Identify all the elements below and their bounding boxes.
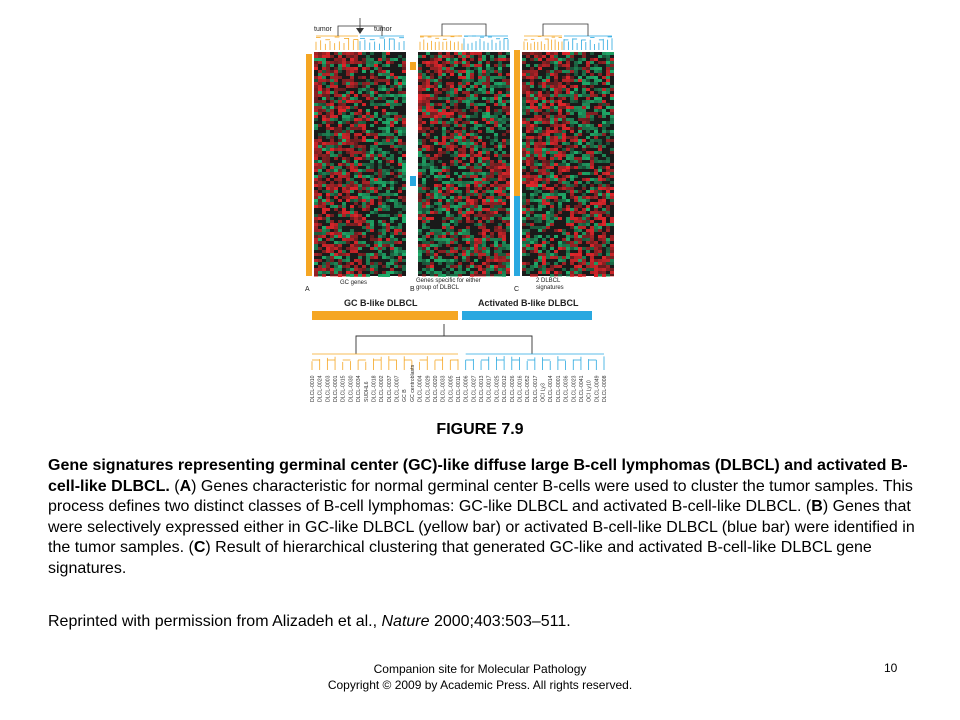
sample-label: DLCL-0008 bbox=[602, 375, 608, 402]
panel-a-caption: GC genes bbox=[340, 280, 368, 286]
sample-label: SUDHL6 bbox=[364, 381, 370, 402]
panel-a-side-bar bbox=[306, 54, 312, 276]
sample-label: DLCL-0017 bbox=[487, 375, 493, 402]
sample-label: DLCL-0003 bbox=[325, 375, 331, 402]
panel-b-letter: B bbox=[410, 286, 415, 293]
heatmap-panel-3 bbox=[522, 52, 614, 277]
sample-label: DLCL-0026 bbox=[510, 375, 516, 402]
panel-b-side-bar-yellow bbox=[410, 62, 416, 70]
panel-c-letter: C bbox=[514, 286, 520, 293]
sample-label: DLCL-0033 bbox=[441, 375, 447, 402]
sample-label: DLCL-0049 bbox=[594, 375, 600, 402]
sample-label: DLCL-0015 bbox=[341, 375, 347, 402]
heatmap-panel-1 bbox=[314, 52, 406, 277]
sample-label: DLCL-0006 bbox=[464, 375, 470, 402]
sample-label: DLCL-0005 bbox=[448, 375, 454, 402]
caption-letter-b: B bbox=[811, 498, 823, 515]
reprint-credit: Reprinted with permission from Alizadeh … bbox=[48, 613, 918, 631]
gc-class-label: GC B-like DLBCL bbox=[344, 298, 418, 308]
caption-part-a: ) Genes characteristic for normal germin… bbox=[48, 477, 913, 516]
panel-a-letter: A bbox=[305, 286, 310, 293]
sample-label: DLCL-0052 bbox=[525, 375, 531, 402]
sample-label: DLCL-0017 bbox=[533, 375, 539, 402]
sample-label: DLCL-0029 bbox=[425, 375, 431, 402]
heatmap-panels bbox=[314, 52, 614, 277]
heatmap-panel-2 bbox=[418, 52, 510, 277]
panel-c-side-bar-yellow bbox=[514, 50, 520, 196]
sample-label: DLCL-0001 bbox=[333, 375, 339, 402]
bottom-dendrogram bbox=[311, 324, 605, 370]
figure-graphic: DLCL-0010 DLCL-0024 DLCL-0003 DLCL-0001 DLCL… bbox=[306, 18, 614, 402]
sample-label: DLCL-0010 bbox=[310, 375, 316, 402]
page-number: 10 bbox=[884, 661, 898, 675]
sample-label: DLCL-0037 bbox=[387, 375, 393, 402]
sample-label: DLCL-0024 bbox=[318, 375, 324, 402]
activated-class-label: Activated B-like DLBCL bbox=[478, 298, 579, 308]
sample-label: DLCL-0007 bbox=[395, 375, 401, 402]
footer-line-2: Copyright © 2009 by Academic Press. All … bbox=[327, 678, 633, 692]
sample-label: DLCL-0001 bbox=[556, 375, 562, 402]
figure-caption: Gene signatures representing germinal ce… bbox=[48, 456, 918, 579]
reprint-before: Reprinted with permission from Alizadeh … bbox=[48, 613, 382, 630]
sample-label: DLCL-0034 bbox=[356, 375, 362, 402]
top-dendrograms bbox=[315, 18, 613, 50]
sample-label: DLCL-0004 bbox=[418, 375, 424, 402]
heatmap-figure: DLCL-0010 DLCL-0024 DLCL-0003 DLCL-0001 DLCL… bbox=[300, 14, 618, 406]
gc-class-bar bbox=[312, 311, 458, 320]
sample-label: DLCL-0014 bbox=[548, 375, 554, 402]
sample-label: GC B bbox=[402, 389, 408, 402]
sample-label: DLCL-0041 bbox=[579, 375, 585, 402]
activated-class-bar bbox=[462, 311, 592, 320]
sample-label: DLCL-0012 bbox=[502, 375, 508, 402]
sample-label: DLCL-0023 bbox=[571, 375, 577, 402]
sample-label: OCI Ly10 bbox=[587, 380, 593, 402]
sample-labels: DLCL-0010 DLCL-0024 DLCL-0003 DLCL-0001 DLCL… bbox=[310, 364, 608, 402]
panel-a-tumor-right: tumor bbox=[374, 26, 392, 33]
sample-label: OCI Ly3 bbox=[541, 383, 547, 402]
panel-c-side-bar-blue bbox=[514, 196, 520, 276]
caption-lead: Gene signatures representing germinal ce… bbox=[48, 457, 908, 495]
footer-line-1: Companion site for Molecular Pathology bbox=[373, 662, 587, 676]
panel-a-tumor-left: tumor bbox=[314, 26, 332, 33]
panel-b-side-bar-blue bbox=[410, 176, 416, 186]
caption-open-a: ( bbox=[169, 477, 180, 495]
sample-label: GC centroblasts bbox=[410, 364, 416, 402]
caption-letter-a: A bbox=[179, 477, 192, 495]
figure-title: FIGURE 7.9 bbox=[436, 421, 524, 438]
panel-b-caption: Genes specific for either group of DLBCL bbox=[416, 278, 481, 291]
sample-label: DLCL-0018 bbox=[371, 375, 377, 402]
sample-label: DLCL-0025 bbox=[494, 375, 500, 402]
sample-label: DLCL-0013 bbox=[479, 375, 485, 402]
sample-label: DLCL-0016 bbox=[517, 375, 523, 402]
caption-letter-c: C bbox=[193, 539, 206, 556]
sample-label: DLCL-0011 bbox=[456, 376, 462, 402]
caption-part-c: ) Result of hierarchical clustering that… bbox=[48, 539, 872, 577]
sample-label: DLCL-0027 bbox=[471, 375, 477, 402]
footer: Companion site for Molecular Pathology C… bbox=[0, 661, 960, 693]
reprint-journal: Nature bbox=[381, 613, 430, 630]
sample-label: DLCL-0002 bbox=[379, 375, 385, 402]
sample-label: DLCL-0030 bbox=[348, 375, 354, 402]
caption-part-b: ) Genes that were selectively expressed … bbox=[48, 498, 915, 556]
sample-label: DLCL-0020 bbox=[433, 375, 439, 402]
panel-c-caption: 2 DLBCL signatures bbox=[536, 278, 564, 291]
reprint-after: 2000;403:503–511. bbox=[429, 613, 571, 630]
sample-label: DLCL-0036 bbox=[564, 375, 570, 402]
